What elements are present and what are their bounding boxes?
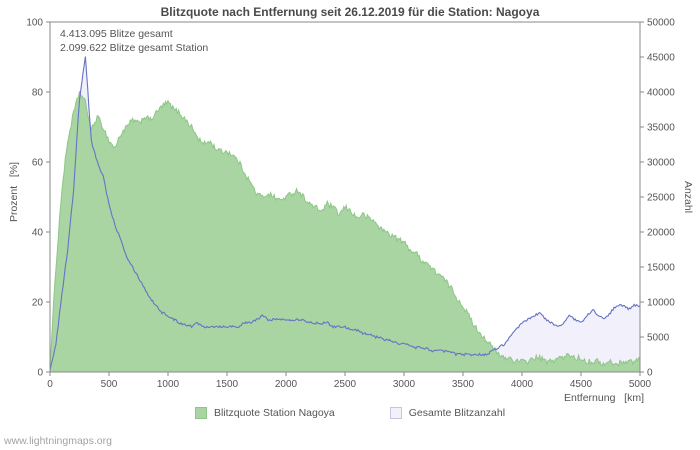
svg-text:500: 500 [101,379,118,390]
svg-text:2500: 2500 [334,379,357,390]
legend-item-count: Gesamte Blitzanzahl [389,407,506,419]
svg-text:40000: 40000 [647,88,675,99]
totals-annotation: 4.413.095 Blitze gesamt 2.099.622 Blitze… [60,27,208,55]
svg-text:30000: 30000 [647,158,675,169]
svg-text:10000: 10000 [647,298,675,309]
chart-title: Blitzquote nach Entfernung seit 26.12.20… [160,5,540,19]
svg-text:3000: 3000 [393,379,416,390]
legend-label-quota: Blitzquote Station Nagoya [213,407,335,419]
annotation-total-strikes: 4.413.095 Blitze gesamt [60,28,173,40]
svg-text:40: 40 [32,228,44,239]
svg-text:20000: 20000 [647,228,675,239]
svg-text:3500: 3500 [452,379,475,390]
svg-text:50000: 50000 [647,18,675,29]
svg-text:0: 0 [47,379,53,390]
svg-text:0: 0 [37,368,43,379]
svg-text:100: 100 [26,18,43,29]
svg-text:60: 60 [32,158,44,169]
svg-text:4500: 4500 [570,379,593,390]
legend-swatch-quota [194,407,207,419]
svg-text:45000: 45000 [647,53,675,64]
svg-text:5000: 5000 [629,379,652,390]
svg-text:15000: 15000 [647,263,675,274]
legend-label-count: Gesamte Blitzanzahl [408,407,506,419]
watermark-link[interactable]: www.lightningmaps.org [4,435,112,447]
svg-text:4000: 4000 [511,379,534,390]
svg-text:80: 80 [32,88,44,99]
legend-swatch-count [389,407,402,419]
svg-text:5000: 5000 [647,333,670,344]
legend-item-quota: Blitzquote Station Nagoya [194,407,335,419]
svg-text:1000: 1000 [157,379,180,390]
legend: Blitzquote Station Nagoya Gesamte Blitza… [0,407,700,419]
svg-text:35000: 35000 [647,123,675,134]
svg-text:20: 20 [32,298,44,309]
svg-text:0: 0 [647,368,653,379]
svg-text:2000: 2000 [275,379,298,390]
svg-text:25000: 25000 [647,193,675,204]
annotation-station-strikes: 2.099.622 Blitze gesamt Station [60,42,209,54]
x-axis-title: Entfernung [km] [564,392,644,404]
svg-text:1500: 1500 [216,379,239,390]
